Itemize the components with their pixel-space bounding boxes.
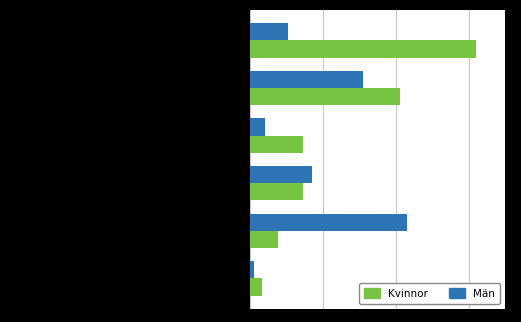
Legend: Kvinnor, Män: Kvinnor, Män bbox=[359, 283, 500, 304]
Bar bbox=[250, 166, 312, 183]
Bar bbox=[250, 71, 363, 88]
Bar bbox=[250, 213, 407, 231]
Bar bbox=[250, 23, 288, 40]
Bar bbox=[250, 231, 278, 248]
Bar bbox=[250, 279, 262, 296]
Bar bbox=[250, 118, 265, 136]
Bar bbox=[250, 40, 476, 58]
Bar bbox=[250, 183, 303, 200]
Bar bbox=[250, 88, 400, 105]
Bar bbox=[250, 261, 254, 279]
Bar bbox=[250, 136, 303, 153]
